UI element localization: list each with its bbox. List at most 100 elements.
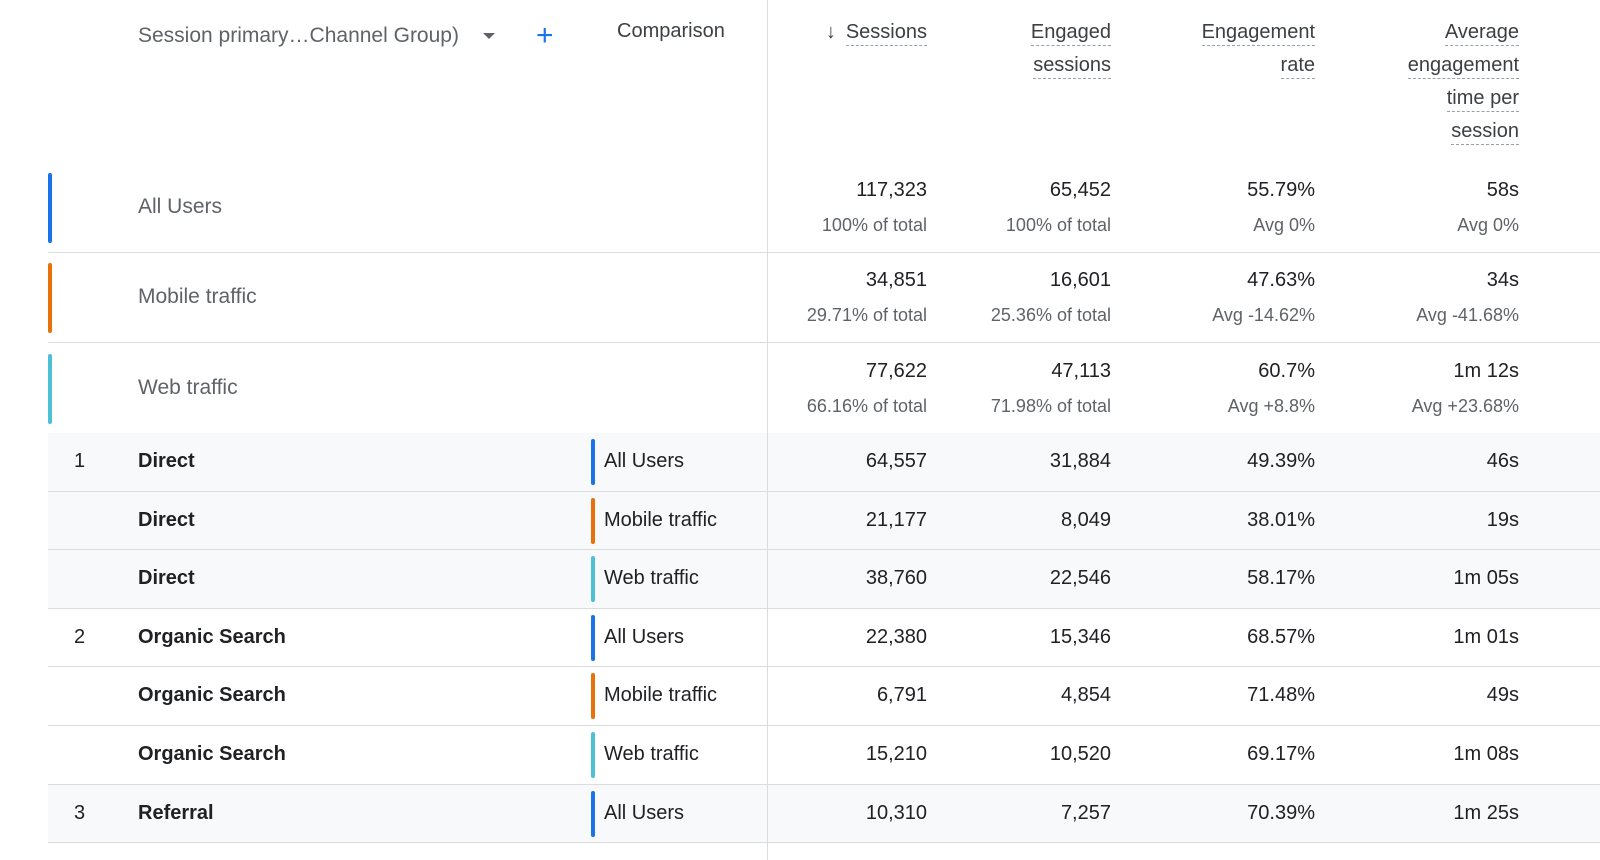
summary-value: 47.63%: [1247, 269, 1315, 292]
metric-value: 10,310: [865, 801, 927, 824]
summary-row: Web traffic 77,622 66.16% of total 47,113 …: [48, 344, 1600, 434]
summary-subtext: 71.98% of total: [990, 395, 1111, 416]
metric-value: 38,760: [865, 567, 927, 590]
channel-name: Direct: [138, 450, 195, 472]
summary-subtext: Avg -41.68%: [1416, 305, 1519, 326]
sessions-header[interactable]: ↓ Sessions: [826, 17, 927, 50]
summary-subtext: Avg 0%: [1457, 215, 1519, 235]
segment-color-bar: [591, 732, 595, 778]
summary-subtext: 25.36% of total: [990, 305, 1111, 326]
table-row[interactable]: Direct Web traffic 38,760 22,546 58.17% 1m 0…: [48, 550, 1600, 609]
summary-value: 1m 12s: [1453, 359, 1519, 382]
metric-value: 69.17%: [1247, 743, 1315, 765]
metric-value: 46s: [1486, 450, 1519, 472]
summary-subtext: 66.16% of total: [806, 395, 927, 416]
metric-value: 19s: [1486, 508, 1519, 531]
metric-value: 68.57%: [1247, 625, 1315, 648]
summary-row: Mobile traffic 34,851 29.71% of total 16,6…: [48, 253, 1600, 344]
comparison-label: All Users: [604, 625, 685, 648]
summary-value: 47,113: [1051, 359, 1111, 382]
segment-color-bar: [591, 790, 595, 837]
table-row[interactable]: Organic Search Web traffic 15,210 10,520 69…: [48, 726, 1600, 785]
comparison-header: Comparison: [617, 20, 725, 42]
metric-value: 22,380: [865, 625, 927, 648]
comparison-label: All Users: [604, 801, 685, 824]
metric-value: 64,557: [865, 450, 927, 472]
metric-value: 15,346: [1049, 625, 1111, 648]
segment-color-bar: [48, 263, 52, 334]
channel-name: Organic Search: [138, 743, 286, 765]
row-index: 1: [74, 450, 86, 472]
arrow-down-icon: ↓: [825, 21, 836, 43]
metric-value: 10,520: [1049, 743, 1111, 765]
metric-value: 31,884: [1049, 450, 1111, 472]
summary-subtext: 100% of total: [821, 215, 927, 235]
summary-subtext: Avg +8.8%: [1227, 395, 1315, 416]
segment-color-bar: [48, 173, 52, 243]
add-dimension-button[interactable]: +: [536, 19, 554, 52]
metric-value: 49s: [1486, 684, 1519, 707]
metric-value: 38.01%: [1247, 508, 1315, 531]
summary-row: All Users 117,323 100% of total 65,452 100…: [48, 163, 1600, 253]
table-row[interactable]: 1 Direct All Users 64,557 31,884 49.39% 46s: [48, 433, 1600, 492]
summary-value: 16,601: [1049, 269, 1111, 292]
summary-subtext: 29.71% of total: [806, 305, 927, 326]
summary-subtext: Avg +23.68%: [1411, 395, 1519, 416]
engagement-rate-header[interactable]: Engagement rate: [1175, 17, 1315, 83]
comparison-label: Web traffic: [604, 567, 699, 590]
metric-value: 70.39%: [1247, 801, 1315, 824]
column-divider: [767, 0, 768, 860]
channel-name: Direct: [138, 508, 195, 531]
comparison-label: Mobile traffic: [604, 684, 718, 707]
segment-label: Mobile traffic: [138, 285, 257, 309]
engaged-sessions-header[interactable]: Engaged sessions: [1001, 17, 1111, 83]
metric-value: 6,791: [876, 684, 927, 707]
channel-name: Organic Search: [138, 684, 286, 707]
segment-color-bar: [591, 497, 595, 544]
segment-label: Web traffic: [138, 375, 238, 399]
channel-name: Referral: [138, 801, 214, 824]
channel-name: Organic Search: [138, 625, 286, 648]
segment-color-bar: [591, 614, 595, 661]
metric-value: 4,854: [1060, 684, 1111, 707]
row-index: 3: [74, 801, 86, 824]
summary-subtext: 100% of total: [1005, 215, 1111, 235]
comparison-label: Web traffic: [604, 743, 699, 765]
segment-label: All Users: [138, 195, 223, 218]
metric-value: 1m 25s: [1453, 801, 1519, 824]
table-row[interactable]: 2 Organic Search All Users 22,380 15,346 68…: [48, 608, 1600, 668]
segment-color-bar: [48, 353, 52, 424]
summary-value: 34s: [1486, 269, 1519, 292]
table-row[interactable]: Organic Search Mobile traffic 6,791 4,854 7…: [48, 667, 1600, 726]
metric-value: 8,049: [1060, 508, 1111, 531]
summary-value: 34,851: [865, 269, 927, 292]
comparison-label: All Users: [604, 450, 685, 472]
channel-name: Direct: [138, 567, 195, 590]
metric-value: 1m 08s: [1453, 743, 1519, 765]
metric-value: 21,177: [865, 508, 927, 531]
table-row[interactable]: Direct Mobile traffic 21,177 8,049 38.01% 19…: [48, 491, 1600, 551]
metric-value: 49.39%: [1247, 450, 1315, 472]
metric-value: 7,257: [1060, 801, 1111, 824]
dropdown-caret-icon: [482, 33, 495, 39]
summary-subtext: Avg 0%: [1253, 215, 1315, 235]
metric-value: 1m 01s: [1453, 625, 1519, 648]
segment-color-bar: [591, 673, 595, 720]
summary-value: 65,452: [1049, 179, 1111, 201]
metric-value: 71.48%: [1247, 684, 1315, 707]
summary-value: 58s: [1486, 179, 1519, 201]
summary-value: 60.7%: [1258, 359, 1315, 382]
table-row[interactable]: 3 Referral All Users 10,310 7,257 70.39% 1m …: [48, 784, 1600, 844]
segment-color-bar: [591, 556, 595, 603]
row-index: 2: [74, 625, 86, 648]
dimension-label: Session primary…Channel Group): [138, 24, 459, 47]
metric-value: 58.17%: [1247, 567, 1315, 590]
summary-value: 117,323: [856, 179, 927, 201]
comparison-label: Mobile traffic: [604, 508, 718, 531]
metric-value: 1m 05s: [1453, 567, 1519, 590]
summary-value: 77,622: [865, 359, 927, 382]
metric-value: 15,210: [865, 743, 927, 765]
segment-color-bar: [591, 439, 595, 485]
dimension-selector[interactable]: Session primary…Channel Group): [138, 24, 495, 48]
avg-engagement-time-header[interactable]: Average engagement time per session: [1379, 17, 1519, 149]
